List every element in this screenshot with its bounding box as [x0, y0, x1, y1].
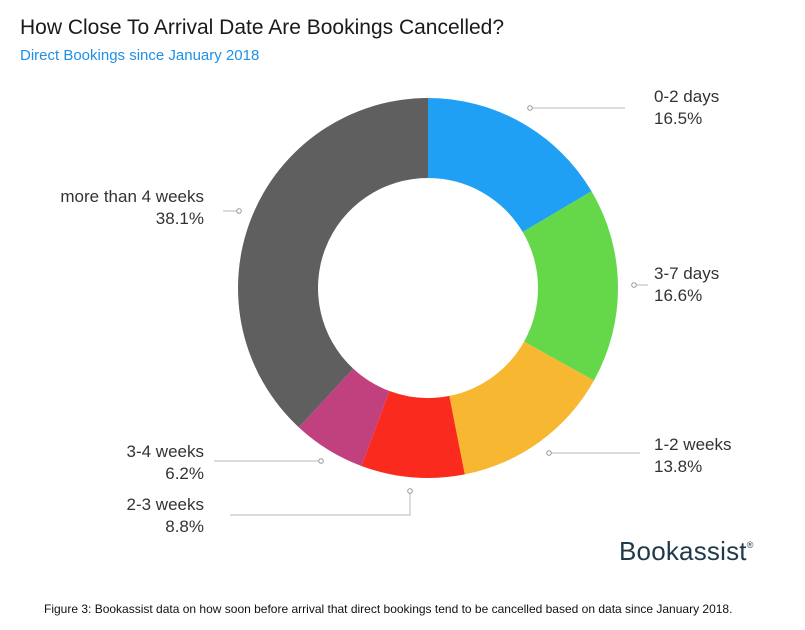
value-label-0-2-days: 16.5% — [654, 109, 702, 128]
leader-line-2-3-weeks — [230, 491, 411, 516]
chart-title: How Close To Arrival Date Are Bookings C… — [20, 16, 505, 39]
registered-mark: ® — [746, 540, 754, 550]
figure-caption: Figure 3: Bookassist data on how soon be… — [44, 602, 733, 616]
leader-dot-1-2-weeks — [546, 450, 552, 456]
slice-3-7-days — [522, 191, 618, 381]
leader-dot-3-4-weeks — [318, 458, 324, 464]
chart-subtitle: Direct Bookings since January 2018 — [20, 47, 260, 64]
bookassist-logo: Bookassist® — [619, 536, 754, 567]
value-label-more-than-4-weeks: 38.1% — [156, 209, 204, 228]
slice-0-2-days — [428, 98, 592, 233]
value-label-1-2-weeks: 13.8% — [654, 457, 702, 476]
label-1-2-weeks: 1-2 weeks — [654, 435, 731, 454]
leader-dot-more-than-4-weeks — [236, 208, 242, 214]
label-3-7-days: 3-7 days — [654, 264, 719, 283]
value-label-3-4-weeks: 6.2% — [165, 464, 204, 483]
label-more-than-4-weeks: more than 4 weeks — [60, 187, 204, 206]
label-3-4-weeks: 3-4 weeks — [127, 442, 204, 461]
label-0-2-days: 0-2 days — [654, 87, 719, 106]
brand-name: Bookassist — [619, 536, 747, 566]
slice-more-than-4-weeks — [238, 98, 428, 428]
slice-3-4-weeks — [298, 368, 390, 466]
value-label-3-7-days: 16.6% — [654, 286, 702, 305]
leader-dot-0-2-days — [527, 105, 533, 111]
leader-dot-3-7-days — [631, 282, 637, 288]
label-2-3-weeks: 2-3 weeks — [127, 495, 204, 514]
slice-1-2-weeks — [449, 341, 594, 475]
leader-dot-2-3-weeks — [407, 488, 413, 494]
value-label-2-3-weeks: 8.8% — [165, 517, 204, 536]
slice-2-3-weeks — [361, 391, 465, 479]
